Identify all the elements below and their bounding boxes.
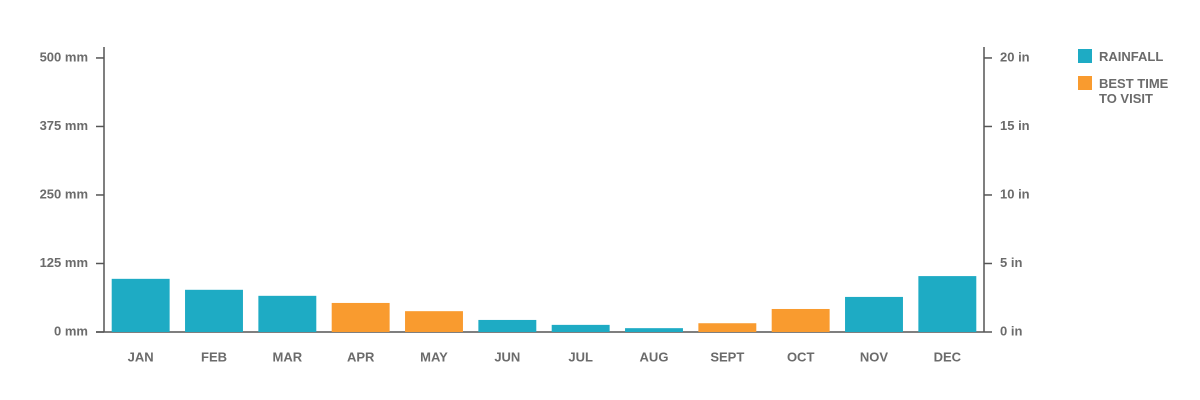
legend-label: RAINFALL [1099,49,1164,64]
legend-swatch [1078,49,1092,63]
y-tick-label: 125 mm [40,255,88,270]
x-tick-label: FEB [201,349,227,364]
x-tick-label: AUG [640,349,669,364]
y2-tick-label: 15 in [1000,118,1030,133]
bar [478,319,537,332]
x-tick-label: JUL [568,349,593,364]
y2-tick-label: 0 in [1000,323,1022,338]
legend-label: BEST TIME TO VISIT [1099,76,1169,106]
x-tick-label: DEC [934,349,962,364]
bar [185,289,243,332]
y-tick-label: 500 mm [40,49,88,64]
x-tick-label: MAR [273,349,303,364]
legend: RAINFALL BEST TIME TO VISIT [1078,49,1188,118]
legend-swatch [1078,76,1092,90]
bar [111,278,170,332]
x-tick-label: JAN [128,349,154,364]
bar [771,308,830,332]
bar [698,323,757,332]
x-tick-label: SEPT [710,349,744,364]
y2-tick-label: 5 in [1000,255,1022,270]
y-tick-label: 250 mm [40,186,88,201]
y-tick-label: 375 mm [40,118,88,133]
bar [845,296,903,332]
bar [918,276,977,332]
bar [258,295,317,332]
x-tick-label: MAY [420,349,448,364]
x-tick-label: JUN [494,349,520,364]
bar [331,302,390,332]
bar [551,324,610,332]
legend-item: RAINFALL [1078,49,1188,64]
legend-item: BEST TIME TO VISIT [1078,76,1188,106]
y-tick-label: 0 mm [54,323,88,338]
bar [625,328,683,332]
y2-tick-label: 20 in [1000,49,1030,64]
x-tick-label: APR [347,349,375,364]
x-tick-label: NOV [860,349,889,364]
bar [405,311,463,332]
y2-tick-label: 10 in [1000,186,1030,201]
x-tick-label: OCT [787,349,815,364]
